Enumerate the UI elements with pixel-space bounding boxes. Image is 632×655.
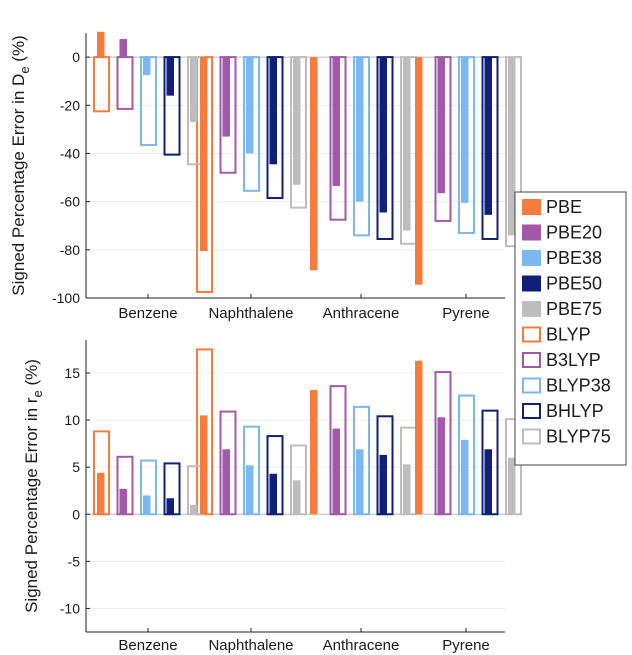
re-y-tick-label: -5: [68, 553, 81, 569]
re-bar-pbe38-pyrene: [461, 439, 469, 515]
re-bar-pbe-pyrene: [415, 360, 423, 515]
de-bar-pbe75-pyrene: [508, 57, 516, 236]
re-bar-pbe20-anthracene: [332, 428, 340, 515]
de-bar-b3lyp-benzene: [116, 56, 134, 110]
de-bar-pbe75-anthracene: [403, 57, 411, 231]
re-y-axis-title-unit: (%): [22, 359, 41, 390]
legend-swatch-bhlyp: [522, 403, 541, 419]
legend-swatch-pbe: [522, 199, 541, 215]
legend-label-b3lyp: B3LYP: [546, 350, 601, 370]
de-y-axis-title-main: Signed Percentage Error in D: [9, 74, 28, 296]
legend-swatch-pbe20: [522, 224, 541, 241]
re-bar-pbe50-pyrene: [484, 449, 492, 515]
legend-label-pbe38: PBE38: [546, 248, 602, 268]
re-bar-pbe75-naphthalene: [293, 480, 301, 515]
legend-swatch-pbe75: [522, 301, 541, 317]
de-category-label-pyrene: Pyrene: [442, 305, 490, 322]
re-bar-pbe-anthracene: [310, 389, 318, 515]
de-y-axis-title-unit: (%): [9, 35, 28, 66]
re-bar-pbe-naphthalene: [200, 415, 208, 515]
re-bar-pbe75-anthracene: [403, 464, 411, 515]
re-y-axis-title-sub: e: [30, 390, 45, 397]
de-category-label-benzene: Benzene: [118, 305, 177, 322]
de-bar-blyp-benzene: [93, 56, 110, 113]
re-bar-pbe38-anthracene: [356, 449, 364, 515]
re-bar-pbe-benzene: [97, 472, 105, 515]
legend-swatch-blyp38: [522, 377, 541, 394]
re-bar-pbe50-naphthalene: [269, 473, 277, 515]
de-bar-pbe38-anthracene: [356, 57, 364, 202]
de-bar-pbe38-pyrene: [461, 57, 469, 203]
de-bar-pbe50-naphthalene: [269, 57, 277, 165]
de-bar-pbe20-naphthalene: [222, 57, 230, 137]
de-y-tick-label: -20: [60, 97, 80, 113]
re-category-label-pyrene: Pyrene: [442, 637, 490, 654]
legend-swatch-blyp75: [522, 428, 541, 445]
de-bar-pbe20-pyrene: [437, 57, 445, 194]
chart-de-error: 0 -20 -40 -60 -80 -100 Benzene Naphthalene Anthr…: [9, 31, 522, 322]
de-y-tick-label: -100: [52, 290, 80, 306]
de-y-tick-label: -60: [60, 194, 80, 210]
de-bar-pbe50-pyrene: [484, 57, 492, 215]
de-y-tick-label: -80: [60, 242, 80, 258]
de-bar-pbe-benzene: [97, 31, 105, 58]
re-bar-pbe75-pyrene: [508, 457, 516, 515]
de-bar-pbe20-benzene: [119, 39, 127, 58]
legend-label-pbe20: PBE20: [546, 223, 602, 243]
re-y-axis-title: Signed Percentage Error in re (%): [22, 359, 45, 613]
legend: PBE PBE20 PBE38 PBE50 PBE75 BLYP B3LYP BLYP38 BH…: [514, 191, 627, 466]
de-y-tick-label: -40: [60, 145, 80, 161]
re-bar-pbe38-naphthalene: [246, 465, 254, 515]
re-y-tick-label: 5: [72, 459, 80, 475]
re-category-label-anthracene: Anthracene: [323, 637, 400, 654]
legend-label-blyp: BLYP: [546, 325, 591, 345]
legend-swatch-pbe38: [522, 250, 541, 266]
legend-label-bhlyp: BHLYP: [546, 401, 604, 421]
de-bar-pbe38-benzene: [143, 57, 151, 76]
re-bar-pbe50-anthracene: [379, 454, 387, 515]
chart-re-error: 15 10 5 0 -5 -10 Benzene Naphthalene Anthracene P…: [22, 340, 522, 654]
re-bar-pbe20-naphthalene: [222, 449, 230, 515]
de-y-tick-label: 0: [72, 49, 80, 65]
re-y-tick-label: 10: [64, 412, 80, 428]
de-bar-pbe50-benzene: [166, 57, 174, 96]
re-bar-pbe20-pyrene: [437, 417, 445, 515]
re-y-tick-label: -10: [60, 600, 80, 616]
re-y-tick-label: 15: [64, 365, 80, 381]
legend-label-blyp75: BLYP75: [546, 427, 611, 447]
re-bar-pbe75-benzene: [190, 504, 198, 515]
de-bar-pbe38-naphthalene: [246, 57, 254, 154]
de-bar-pbe20-anthracene: [332, 57, 340, 186]
de-bar-pbe75-naphthalene: [293, 57, 301, 185]
re-y-tick-label: 0: [72, 506, 80, 522]
de-category-label-anthracene: Anthracene: [323, 305, 400, 322]
re-bar-pbe38-benzene: [143, 495, 151, 515]
re-y-axis-title-main: Signed Percentage Error in r: [22, 397, 41, 613]
legend-label-pbe: PBE: [546, 197, 582, 217]
re-category-label-naphthalene: Naphthalene: [208, 637, 293, 654]
legend-label-blyp38: BLYP38: [546, 376, 611, 396]
re-category-label-benzene: Benzene: [118, 637, 177, 654]
de-bar-pbe50-anthracene: [379, 57, 387, 213]
legend-swatch-pbe50: [522, 275, 541, 292]
de-y-axis-title-sub: e: [17, 66, 32, 73]
legend-label-pbe75: PBE75: [546, 299, 602, 319]
re-bar-pbe20-benzene: [119, 488, 127, 515]
legend-swatch-b3lyp: [522, 352, 541, 368]
de-y-axis-title: Signed Percentage Error in De (%): [9, 35, 32, 295]
re-bar-pbe50-benzene: [166, 498, 174, 515]
de-category-label-naphthalene: Naphthalene: [208, 305, 293, 322]
de-bar-pbe-pyrene: [415, 57, 423, 285]
de-bar-pbe-naphthalene: [200, 57, 208, 252]
legend-swatch-blyp: [522, 326, 541, 343]
de-bar-pbe-anthracene: [310, 57, 318, 271]
de-bar-pbe75-benzene: [190, 57, 198, 123]
legend-label-pbe50: PBE50: [546, 274, 602, 294]
